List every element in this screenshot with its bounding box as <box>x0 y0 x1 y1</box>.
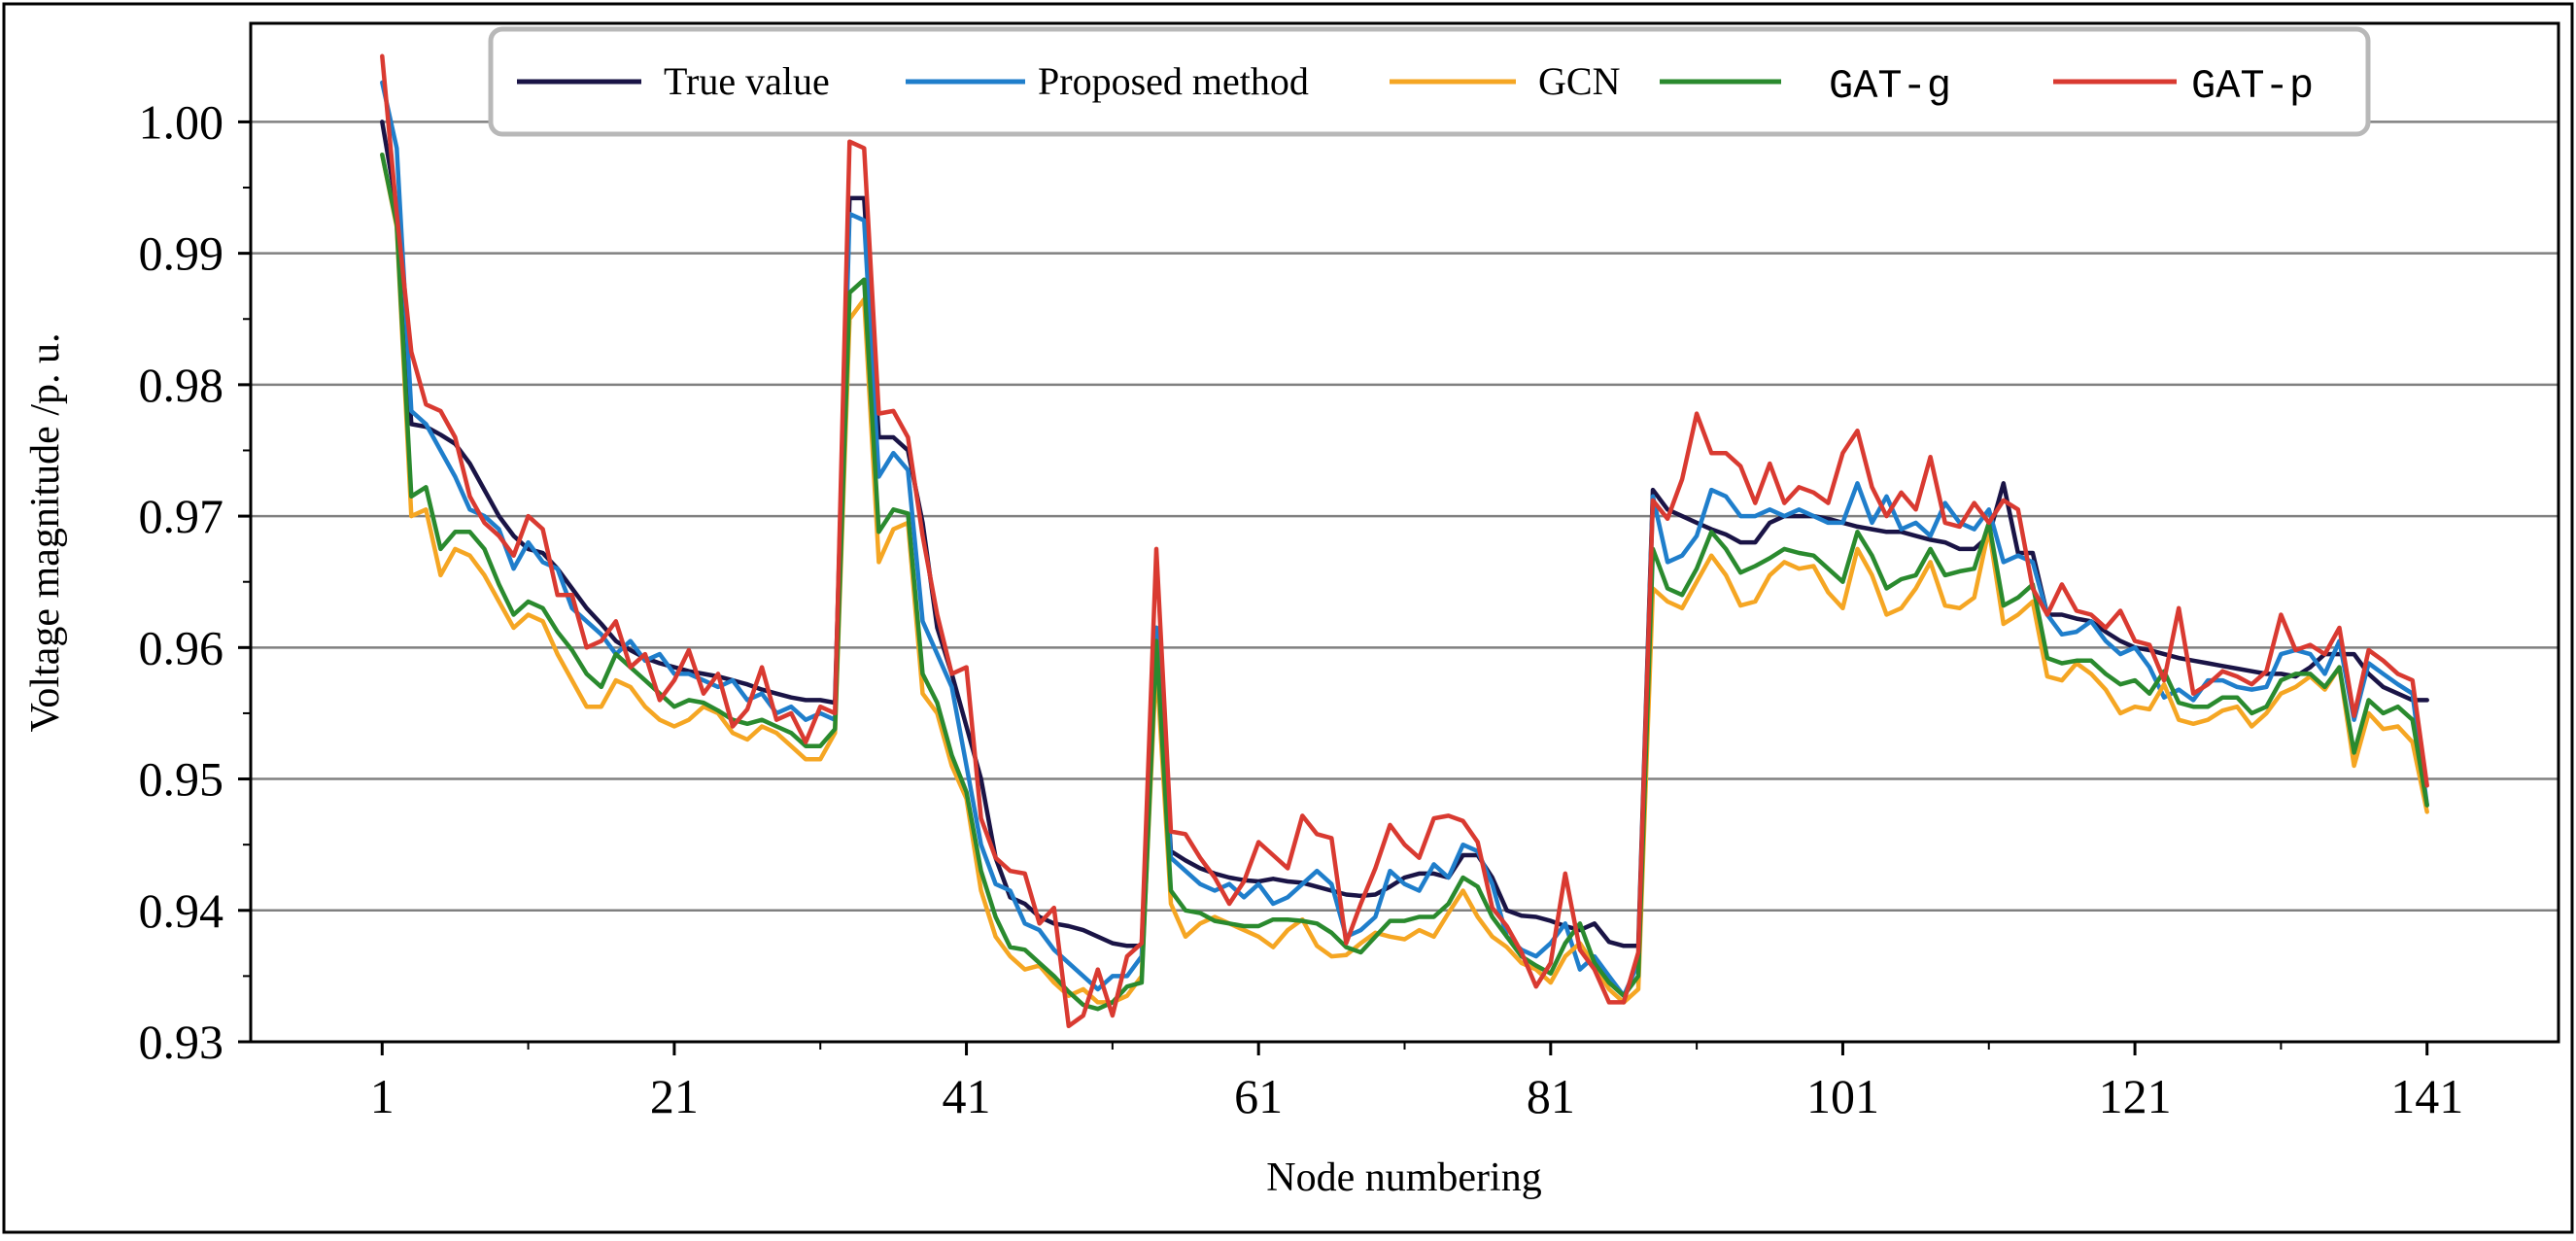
y-tick-label-0-94: 0.94 <box>139 883 224 938</box>
x-tick-label-81: 81 <box>1527 1069 1575 1123</box>
x-tick-label-121: 121 <box>2099 1069 2172 1123</box>
y-tick-label-0-93: 0.93 <box>139 1015 224 1069</box>
legend-label-gat-g: GAT-g <box>1829 63 1951 110</box>
legend: True value Proposed method GCN GAT-g GAT… <box>488 26 2371 137</box>
legend-label-gcn: GCN <box>1538 59 1620 103</box>
y-tick-label-0-96: 0.96 <box>139 620 224 674</box>
y-tick-label-1-00: 1.00 <box>139 94 224 149</box>
x-tick-label-21: 21 <box>650 1069 699 1123</box>
y-axis: 0.93 0.94 0.95 0.96 0.97 0.98 0.99 1.00 <box>139 94 251 1069</box>
legend-label-gat-p: GAT-p <box>2191 63 2314 110</box>
series-line-true-value <box>380 120 2429 948</box>
x-tick-label-61: 61 <box>1234 1069 1283 1123</box>
x-axis-title: Node numbering <box>1266 1155 1541 1200</box>
legend-label-true-value: True value <box>664 59 830 103</box>
y-tick-label-0-97: 0.97 <box>139 489 224 543</box>
x-tick-label-141: 141 <box>2390 1069 2463 1123</box>
x-tick-label-41: 41 <box>943 1069 991 1123</box>
series-line-gcn <box>380 152 2429 1005</box>
legend-label-proposed-method: Proposed method <box>1038 59 1309 103</box>
x-axis: 1 21 41 61 81 101 121 141 <box>370 1042 2463 1123</box>
series-line-gat-g <box>380 152 2429 1012</box>
x-tick-label-101: 101 <box>1806 1069 1879 1123</box>
series-line-gat-p <box>380 53 2429 1029</box>
y-axis-title: Voltage magnitude /p. u. <box>23 333 68 733</box>
series-layer <box>380 53 2429 1029</box>
x-tick-label-1: 1 <box>370 1069 395 1123</box>
y-tick-label-0-98: 0.98 <box>139 358 224 412</box>
y-tick-label-0-95: 0.95 <box>139 752 224 807</box>
y-tick-label-0-99: 0.99 <box>139 226 224 281</box>
